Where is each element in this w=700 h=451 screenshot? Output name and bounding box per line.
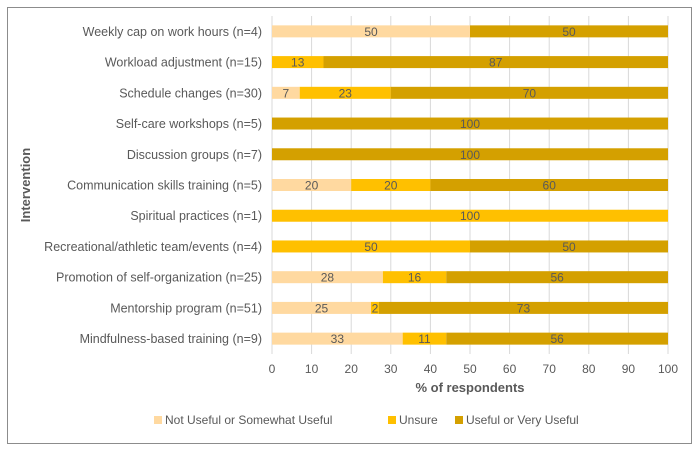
- bar-data-label: 25: [315, 301, 329, 315]
- bar-segment: [402, 332, 447, 345]
- legend-label: Useful or Very Useful: [466, 413, 579, 427]
- y-axis-title: Intervention: [18, 148, 33, 222]
- bar-data-label: 50: [562, 240, 576, 254]
- bar-segment: [272, 332, 403, 345]
- x-tick-label: 30: [384, 362, 398, 376]
- bar-data-label: 87: [489, 56, 503, 70]
- x-tick-label: 100: [658, 362, 678, 376]
- x-tick-label: 80: [582, 362, 596, 376]
- legend-swatch: [154, 416, 162, 424]
- bar-data-label: 73: [517, 301, 531, 315]
- bar-segment: [371, 301, 379, 314]
- bar-segment: [272, 25, 470, 38]
- bar-segment: [430, 179, 668, 191]
- bar-data-label: 2: [372, 301, 379, 315]
- category-labels: Weekly cap on work hours (n=4) Workload a…: [44, 25, 262, 346]
- x-tick-labels: 0 10 20 30 40 50 60 70 80 90 100: [269, 362, 679, 376]
- x-tick-label: 90: [622, 362, 636, 376]
- bar-segment: [272, 148, 668, 161]
- legend-label: Not Useful or Somewhat Useful: [165, 413, 332, 427]
- legend-label: Unsure: [399, 413, 438, 427]
- bar-data-label: 20: [384, 179, 398, 193]
- bar-data-label: 7: [283, 86, 290, 100]
- bar-data-label: 70: [523, 86, 537, 100]
- category-label: Communication skills training (n=5): [67, 179, 262, 193]
- bar-segment: [390, 86, 668, 99]
- bar-segment: [323, 56, 668, 69]
- bar-segment: [272, 301, 371, 314]
- bar-segment: [272, 179, 352, 191]
- bar-segment: [446, 271, 668, 284]
- bar-data-label: 28: [321, 271, 335, 285]
- bar-data-label: 23: [339, 86, 353, 100]
- bar-segment: [299, 86, 391, 99]
- bar-data-label: 60: [543, 179, 557, 193]
- category-label: Self-care workshops (n=5): [116, 117, 262, 131]
- legend: Not Useful or Somewhat Useful Unsure Usefu…: [154, 413, 579, 427]
- category-label: Weekly cap on work hours (n=4): [83, 25, 262, 39]
- bar-data-label: 56: [550, 332, 564, 346]
- bar-segment: [272, 86, 300, 99]
- bar-data-label: 100: [460, 209, 480, 223]
- bar-segment: [470, 25, 668, 38]
- category-label: Mentorship program (n=51): [110, 301, 262, 315]
- category-label: Promotion of self-organization (n=25): [56, 271, 262, 285]
- legend-swatch: [455, 416, 463, 424]
- category-label: Discussion groups (n=7): [127, 148, 262, 162]
- x-tick-label: 40: [424, 362, 438, 376]
- bar-data-label: 50: [364, 25, 378, 39]
- bar-segment: [378, 301, 668, 314]
- category-label: Workload adjustment (n=15): [105, 56, 262, 70]
- bar-data-label: 50: [562, 25, 576, 39]
- bar-segment: [382, 271, 447, 284]
- category-label: Recreational/athletic team/events (n=4): [44, 240, 262, 254]
- x-tick-label: 10: [305, 362, 319, 376]
- bar-segment: [446, 332, 668, 345]
- bar-segment: [470, 240, 668, 253]
- x-tick-label: 20: [345, 362, 359, 376]
- bar-data-label: 33: [331, 332, 345, 346]
- category-label: Schedule changes (n=30): [119, 86, 262, 100]
- x-tick-label: 0: [269, 362, 276, 376]
- bar-segment: [272, 240, 470, 253]
- bar-data-label: 100: [460, 148, 480, 162]
- category-label: Spiritual practices (n=1): [130, 209, 262, 223]
- bar-data-label: 11: [418, 332, 431, 346]
- x-tick-label: 60: [503, 362, 517, 376]
- bar-data-label: 20: [305, 179, 319, 193]
- bar-data-label: 50: [364, 240, 378, 254]
- x-axis-title: % of respondents: [415, 380, 524, 395]
- bar-segment: [272, 209, 668, 222]
- x-tick-label: 70: [543, 362, 557, 376]
- bar-data-label: 100: [460, 117, 480, 131]
- bar-segment: [272, 117, 668, 130]
- bar-segment: [272, 56, 324, 69]
- bar-data-label: 13: [291, 56, 305, 70]
- chart-frame: [7, 7, 692, 444]
- legend-swatch: [388, 416, 396, 424]
- bar-data-label: 56: [550, 271, 564, 285]
- category-label: Mindfulness-based training (n=9): [80, 332, 262, 346]
- x-tick-label: 50: [463, 362, 477, 376]
- bar-data-label: 16: [408, 271, 422, 285]
- bar-segment: [272, 271, 383, 284]
- bar-segment: [351, 179, 431, 191]
